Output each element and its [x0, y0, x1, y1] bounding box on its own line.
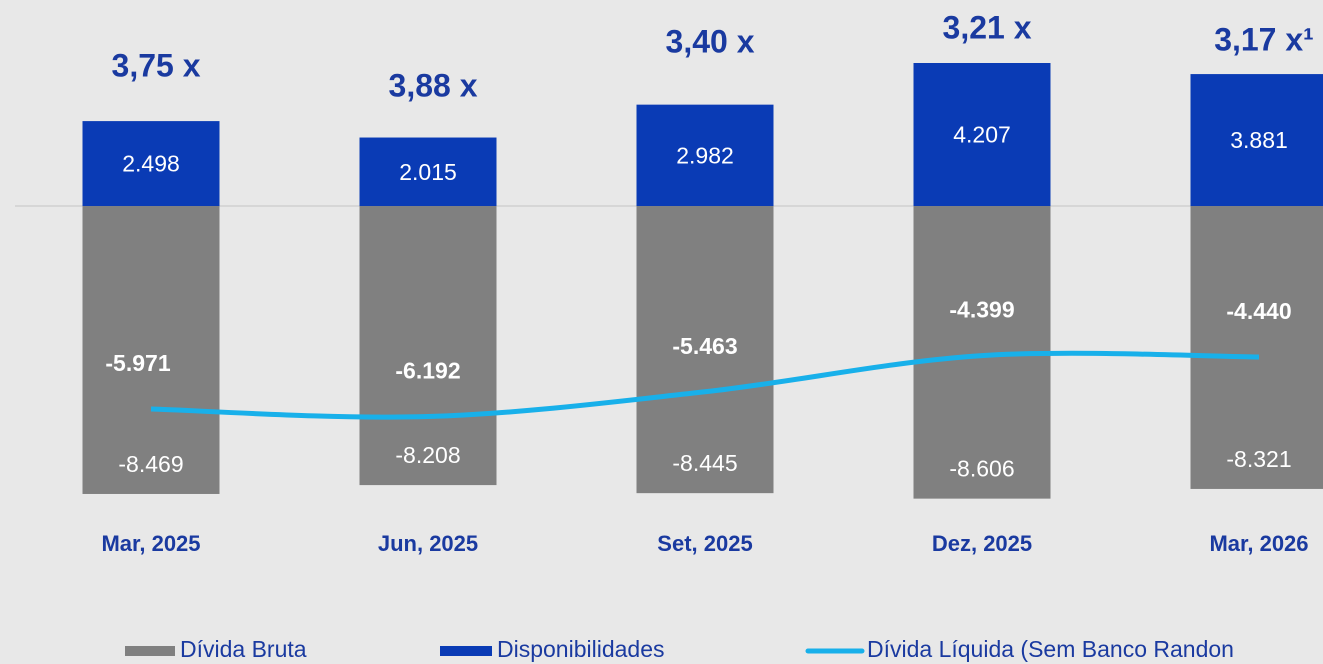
x-tick-label: Mar, 2026	[1209, 531, 1308, 556]
data-label: 3.881	[1230, 127, 1288, 153]
legend-label: Dívida Bruta	[180, 636, 307, 662]
annotation: 3,17 x¹	[1214, 21, 1314, 57]
data-label: -8.208	[395, 442, 460, 468]
line	[150, 350, 1260, 420]
bar	[636, 206, 774, 494]
legend-label: Disponibilidades	[497, 636, 665, 662]
bar	[1190, 206, 1323, 489]
x-tick-label: Mar, 2025	[101, 531, 200, 556]
bar	[1190, 74, 1323, 207]
data-label: -5.971	[105, 350, 170, 376]
bar	[82, 206, 220, 494]
bar	[359, 206, 497, 486]
data-label: -4.440	[1226, 298, 1291, 324]
data-label: -8.321	[1226, 446, 1291, 472]
data-label: -8.469	[118, 451, 183, 477]
annotation: 3,75 x	[112, 47, 201, 83]
annotation: 3,40 x	[666, 23, 755, 59]
data-label: 2.498	[122, 151, 180, 177]
legend-swatch	[125, 646, 175, 656]
legend-swatch	[440, 646, 492, 656]
x-tick-label: Jun, 2025	[378, 531, 478, 556]
legend-label: Dívida Líquida (Sem Banco Randon	[867, 636, 1234, 662]
data-label: 2.982	[676, 142, 734, 168]
bar	[359, 137, 497, 207]
data-label: -5.463	[672, 333, 737, 359]
bar	[636, 104, 774, 207]
data-label: -4.399	[949, 297, 1014, 323]
data-label: 2.015	[399, 159, 457, 185]
x-tick-label: Dez, 2025	[932, 531, 1032, 556]
x-tick-label: Set, 2025	[657, 531, 752, 556]
data-label: -8.445	[672, 450, 737, 476]
annotation: 3,21 x	[943, 9, 1032, 45]
data-label: 4.207	[953, 122, 1011, 148]
data-label: -8.606	[949, 456, 1014, 482]
annotation: 3,88 x	[389, 67, 478, 103]
bar	[913, 63, 1051, 207]
bar	[82, 121, 220, 207]
data-label: -6.192	[395, 358, 460, 384]
